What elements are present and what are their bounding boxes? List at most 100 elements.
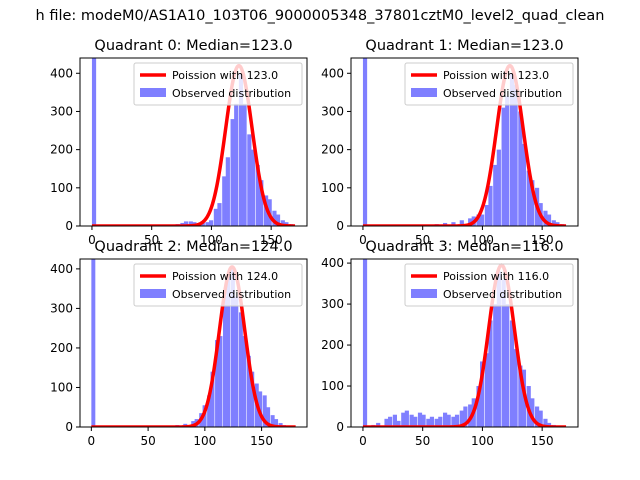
- histogram-bar: [538, 410, 543, 427]
- histogram-bar: [518, 365, 523, 427]
- y-tick-label: 200: [50, 341, 73, 355]
- histogram-bar: [493, 164, 498, 226]
- histogram-bar: [250, 371, 255, 427]
- legend-label-poisson: Poission with 116.0: [443, 270, 549, 283]
- histogram-bar: [488, 320, 493, 427]
- y-tick-label: 200: [50, 143, 73, 157]
- x-tick-label: 100: [200, 233, 223, 247]
- histogram-bar: [534, 406, 540, 427]
- x-tick-label: 150: [531, 434, 554, 448]
- x-tick-label: 150: [260, 233, 283, 247]
- y-tick-label: 100: [321, 181, 344, 195]
- histogram-bar: [205, 222, 210, 226]
- poisson-line: [90, 265, 297, 427]
- histogram-bar: [238, 312, 243, 427]
- x-tick-label: 100: [471, 233, 494, 247]
- legend-label-observed: Observed distribution: [443, 288, 562, 301]
- histogram-bar: [409, 414, 414, 427]
- histogram-bar: [496, 149, 501, 226]
- histogram-bar: [362, 58, 368, 226]
- histogram-bar: [546, 422, 552, 427]
- histogram-bar: [200, 222, 205, 226]
- legend-box: [404, 62, 574, 106]
- x-tick-label: 0: [359, 233, 367, 247]
- histogram-bar: [417, 412, 423, 427]
- histogram-bar: [530, 398, 535, 427]
- legend-box: [404, 263, 574, 307]
- histogram-bar: [230, 268, 235, 427]
- histogram-bar: [362, 259, 368, 427]
- poisson-line: [361, 263, 568, 427]
- y-tick-label: 0: [65, 420, 73, 434]
- histogram-bar: [266, 407, 271, 427]
- y-tick-label: 300: [321, 297, 344, 311]
- histogram-bar: [509, 320, 515, 427]
- histogram-bar: [242, 336, 247, 427]
- histogram-bar: [513, 84, 518, 226]
- histogram-bar: [488, 185, 493, 226]
- y-tick-label: 300: [321, 104, 344, 118]
- histogram-bar: [225, 157, 230, 226]
- histogram-bar: [468, 218, 473, 226]
- y-tick-label: 400: [50, 66, 73, 80]
- histogram-bar: [421, 414, 426, 427]
- histogram-bar: [426, 418, 431, 427]
- histogram-bar: [215, 340, 220, 427]
- panel-3: 0 50 100 150 0 100 200 300 400 Quadrant 3: Median…: [321, 239, 579, 448]
- y-tick-label: 100: [50, 380, 73, 394]
- x-tick-label: 100: [193, 434, 216, 448]
- axes-frame: [350, 258, 579, 428]
- histogram-bar: [396, 420, 401, 427]
- histogram-bar: [384, 418, 389, 427]
- histogram-bar: [234, 296, 239, 427]
- histogram-bar: [493, 304, 498, 427]
- histogram-bar: [434, 418, 439, 427]
- histogram-bar: [217, 203, 222, 226]
- histogram-bar: [451, 222, 456, 226]
- y-tick-label: 0: [336, 219, 344, 233]
- histogram-bar: [459, 220, 464, 226]
- y-tick-label: 400: [50, 262, 73, 276]
- panel-1: 0 50 100 150 0 100 200 300 400 Quadrant 1: Median…: [321, 38, 579, 247]
- histogram-bar: [438, 416, 443, 427]
- histogram-bar: [272, 210, 277, 226]
- histogram-bar: [459, 410, 464, 427]
- x-tick-label: 100: [471, 434, 494, 448]
- histogram-bar: [509, 73, 515, 226]
- x-tick-label: 0: [359, 434, 367, 448]
- histogram-bar: [521, 143, 527, 226]
- histogram-bar: [501, 107, 506, 226]
- y-tick-label: 400: [321, 256, 344, 270]
- histogram-bar: [275, 214, 281, 226]
- histogram-bar: [484, 353, 489, 427]
- histogram-bar: [218, 336, 223, 427]
- histogram-bar: [270, 415, 275, 427]
- histogram-bar: [392, 414, 397, 427]
- y-tick-label: 200: [321, 143, 344, 157]
- histogram-bar: [280, 220, 285, 226]
- x-tick-label: 150: [531, 233, 554, 247]
- histogram-bar: [543, 210, 548, 226]
- histogram-bar: [242, 103, 247, 226]
- x-tick-label: 50: [415, 233, 430, 247]
- y-tick-label: 300: [50, 104, 73, 118]
- histogram-bar: [255, 164, 260, 226]
- panel-0: 0 50 100 150 0 100 200 300 400 Quadrant 0: Median…: [50, 38, 308, 247]
- histogram-bar: [207, 395, 212, 427]
- histogram-bar: [376, 422, 381, 427]
- histogram-bar: [223, 296, 227, 427]
- histogram-bar: [210, 371, 215, 427]
- histogram-bar: [183, 221, 189, 226]
- histogram-bar: [551, 220, 556, 226]
- histogram-bar: [262, 395, 267, 427]
- y-tick-label: 0: [336, 420, 344, 434]
- legend-label-observed: Observed distribution: [172, 87, 291, 100]
- legend-patch-swatch: [411, 289, 437, 298]
- histogram-bar: [209, 220, 214, 226]
- histogram-bar: [454, 414, 460, 427]
- histogram-bar: [496, 271, 501, 427]
- histogram-bar: [463, 406, 468, 427]
- histogram-bar: [274, 419, 279, 427]
- histogram-bar: [246, 355, 251, 427]
- histogram-bar: [505, 96, 510, 226]
